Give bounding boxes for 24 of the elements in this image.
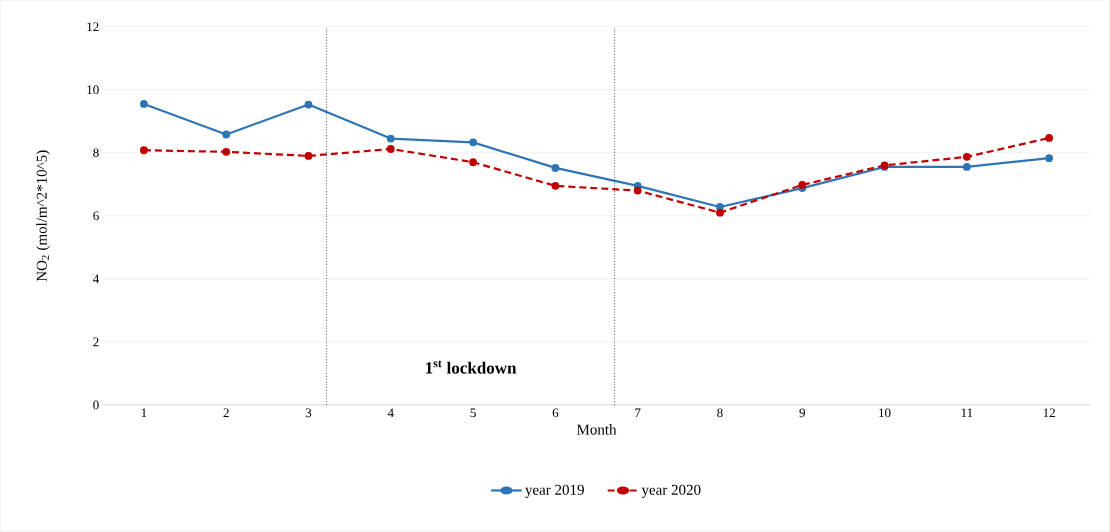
x-tick-label: 12	[1043, 408, 1055, 418]
x-tick-label: 7	[635, 408, 641, 418]
y-tick-label: 12	[87, 22, 99, 32]
y-tick-label: 2	[93, 337, 99, 347]
x-tick-label: 9	[799, 408, 805, 418]
x-tick-label: 2	[223, 408, 229, 418]
legend-label: year 2019	[525, 484, 584, 499]
x-tick-label: 6	[552, 408, 559, 418]
x-tick-label: 5	[470, 408, 476, 418]
x-tick-label: 3	[305, 408, 312, 418]
y-tick-label: 8	[93, 148, 99, 158]
x-tick-label: 11	[961, 408, 973, 418]
text: 1$^{st}$ lockdown	[426, 360, 517, 374]
x-axis-title: Month	[576, 424, 617, 435]
x-tick-label: 1	[141, 408, 147, 418]
y-tick-label: 0	[93, 400, 99, 410]
legend-label: year 2020	[641, 484, 701, 499]
x-tick-label: 4	[387, 408, 394, 418]
y-axis-title: NO$_{2}$ (mol/m^2*10^5)	[36, 150, 50, 282]
x-tick-label: 10	[879, 408, 891, 418]
y-tick-label: 4	[92, 274, 100, 284]
y-tick-label: 10	[87, 85, 99, 95]
y-tick-label: 6	[93, 211, 99, 221]
x-tick-label: 8	[717, 408, 723, 418]
